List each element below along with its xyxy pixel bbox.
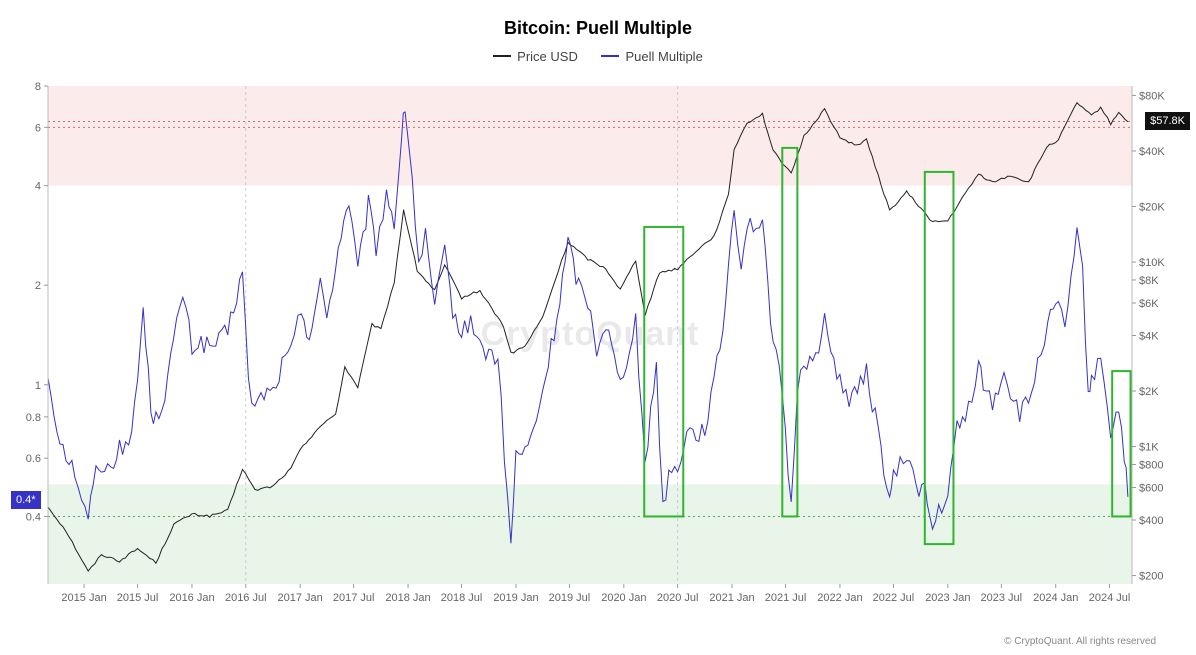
left-axis-current-badge: 0.4* [11,491,41,509]
svg-text:2022 Jan: 2022 Jan [817,592,862,604]
legend-puell-label: Puell Multiple [625,49,702,64]
svg-text:$600: $600 [1139,483,1163,495]
svg-text:2018 Jan: 2018 Jan [385,592,430,604]
svg-text:$10K: $10K [1139,257,1165,269]
legend-price: Price USD [493,49,578,64]
svg-text:0.6: 0.6 [26,453,41,465]
svg-text:2015 Jul: 2015 Jul [117,592,159,604]
svg-text:2016 Jul: 2016 Jul [225,592,267,604]
svg-text:2023 Jan: 2023 Jan [925,592,970,604]
svg-text:$2K: $2K [1139,386,1159,398]
chart-container: Bitcoin: Puell Multiple Price USD Puell … [0,0,1196,655]
svg-text:$80K: $80K [1139,90,1165,102]
svg-text:2017 Jul: 2017 Jul [333,592,375,604]
svg-text:$200: $200 [1139,571,1163,583]
svg-text:2019 Jul: 2019 Jul [549,592,591,604]
svg-text:0.8: 0.8 [26,412,41,424]
svg-text:2023 Jul: 2023 Jul [981,592,1023,604]
svg-text:2022 Jul: 2022 Jul [873,592,915,604]
svg-text:2015 Jan: 2015 Jan [61,592,106,604]
svg-text:2020 Jul: 2020 Jul [657,592,699,604]
svg-text:8: 8 [35,81,41,93]
svg-text:2: 2 [35,280,41,292]
svg-text:1: 1 [35,380,41,392]
svg-text:2024 Jan: 2024 Jan [1033,592,1078,604]
svg-text:4: 4 [35,181,41,193]
right-axis-current-badge: $57.8K [1145,112,1190,130]
legend-price-swatch [493,55,511,57]
plot-svg: CryptoQuant0.40.60.812468$200$400$600$80… [48,86,1132,614]
svg-text:$4K: $4K [1139,330,1159,342]
svg-text:$800: $800 [1139,459,1163,471]
svg-text:CryptoQuant: CryptoQuant [481,315,700,353]
svg-text:6: 6 [35,122,41,134]
svg-text:$400: $400 [1139,515,1163,527]
svg-text:$8K: $8K [1139,275,1159,287]
legend-price-label: Price USD [517,49,578,64]
plot-area: CryptoQuant0.40.60.812468$200$400$600$80… [48,86,1132,584]
legend-puell: Puell Multiple [601,49,702,64]
svg-text:2021 Jul: 2021 Jul [765,592,807,604]
chart-legend: Price USD Puell Multiple [0,39,1196,64]
svg-text:2024 Jul: 2024 Jul [1089,592,1131,604]
svg-text:2019 Jan: 2019 Jan [493,592,538,604]
svg-text:$40K: $40K [1139,146,1165,158]
svg-text:$1K: $1K [1139,442,1159,454]
svg-text:$6K: $6K [1139,298,1159,310]
chart-footer: © CryptoQuant. All rights reserved [1004,636,1156,647]
svg-text:2020 Jan: 2020 Jan [601,592,646,604]
svg-text:2021 Jan: 2021 Jan [709,592,754,604]
svg-text:2018 Jul: 2018 Jul [441,592,483,604]
legend-puell-swatch [601,55,619,57]
svg-text:$20K: $20K [1139,202,1165,214]
svg-text:0.4: 0.4 [26,511,41,523]
svg-text:2017 Jan: 2017 Jan [278,592,323,604]
svg-text:2016 Jan: 2016 Jan [169,592,214,604]
chart-title: Bitcoin: Puell Multiple [0,0,1196,39]
